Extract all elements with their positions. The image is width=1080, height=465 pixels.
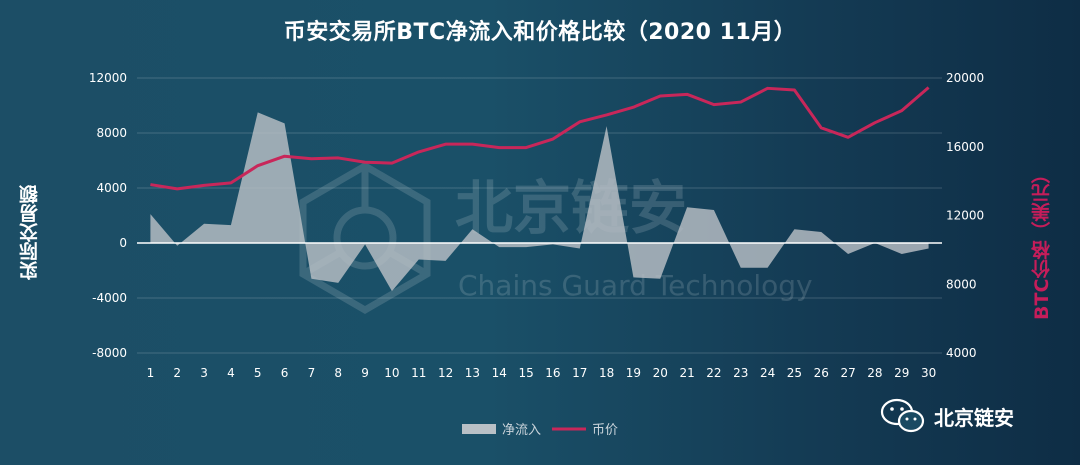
left-tick-label: -4000 — [92, 291, 127, 305]
x-tick-label: 9 — [361, 366, 369, 380]
x-tick-label: 13 — [465, 366, 480, 380]
legend-label-price: 币价 — [592, 423, 618, 438]
left-tick-label: 12000 — [89, 71, 127, 85]
right-tick-label: 4000 — [946, 346, 977, 360]
left-tick-label: 4000 — [96, 181, 127, 195]
right-tick-label: 12000 — [946, 209, 984, 223]
x-tick-label: 16 — [545, 366, 560, 380]
x-tick-label: 22 — [706, 366, 721, 380]
left-tick-label: 8000 — [96, 126, 127, 140]
x-tick-label: 23 — [733, 366, 748, 380]
x-tick-label: 6 — [281, 366, 289, 380]
x-tick-label: 24 — [760, 366, 775, 380]
wechat-icon — [880, 398, 925, 433]
x-tick-label: 18 — [599, 366, 614, 380]
x-tick-label: 11 — [411, 366, 426, 380]
brand-badge: 北京链安 — [880, 398, 1014, 434]
x-tick-label: 21 — [679, 366, 694, 380]
right-tick-label: 8000 — [946, 277, 977, 291]
x-tick-label: 12 — [438, 366, 453, 380]
x-tick-label: 26 — [814, 366, 829, 380]
x-tick-label: 20 — [653, 366, 668, 380]
x-tick-label: 2 — [173, 366, 181, 380]
right-tick-label: 20000 — [946, 71, 984, 85]
x-tick-label: 25 — [787, 366, 802, 380]
x-tick-label: 3 — [200, 366, 208, 380]
x-tick-label: 28 — [867, 366, 882, 380]
x-tick-label: 15 — [518, 366, 533, 380]
x-tick-label: 10 — [384, 366, 399, 380]
x-tick-label: 1 — [147, 366, 155, 380]
x-tick-label: 4 — [227, 366, 235, 380]
legend-swatch-inflow — [462, 424, 496, 434]
watermark-cn: 北京链安 — [455, 174, 687, 242]
right-tick-label: 16000 — [946, 140, 984, 154]
series-line-price — [150, 86, 930, 191]
legend: 净流入 币价 — [462, 423, 618, 438]
x-tick-label: 7 — [308, 366, 316, 380]
x-tick-label: 29 — [894, 366, 909, 380]
x-tick-label: 8 — [334, 366, 342, 380]
brand-name: 北京链安 — [934, 405, 1014, 430]
x-tick-label: 14 — [492, 366, 507, 380]
x-tick-label: 17 — [572, 366, 587, 380]
legend-label-inflow: 净流入 — [502, 423, 541, 438]
x-tick-label: 27 — [840, 366, 855, 380]
x-tick-label: 19 — [626, 366, 641, 380]
x-tick-label: 5 — [254, 366, 262, 380]
left-tick-label: -8000 — [92, 346, 127, 360]
left-tick-label: 0 — [119, 236, 127, 250]
x-tick-label: 30 — [921, 366, 936, 380]
series-area-inflow — [150, 112, 929, 292]
chart-title: 币安交易所BTC净流入和价格比较（2020 11月） — [283, 20, 797, 45]
